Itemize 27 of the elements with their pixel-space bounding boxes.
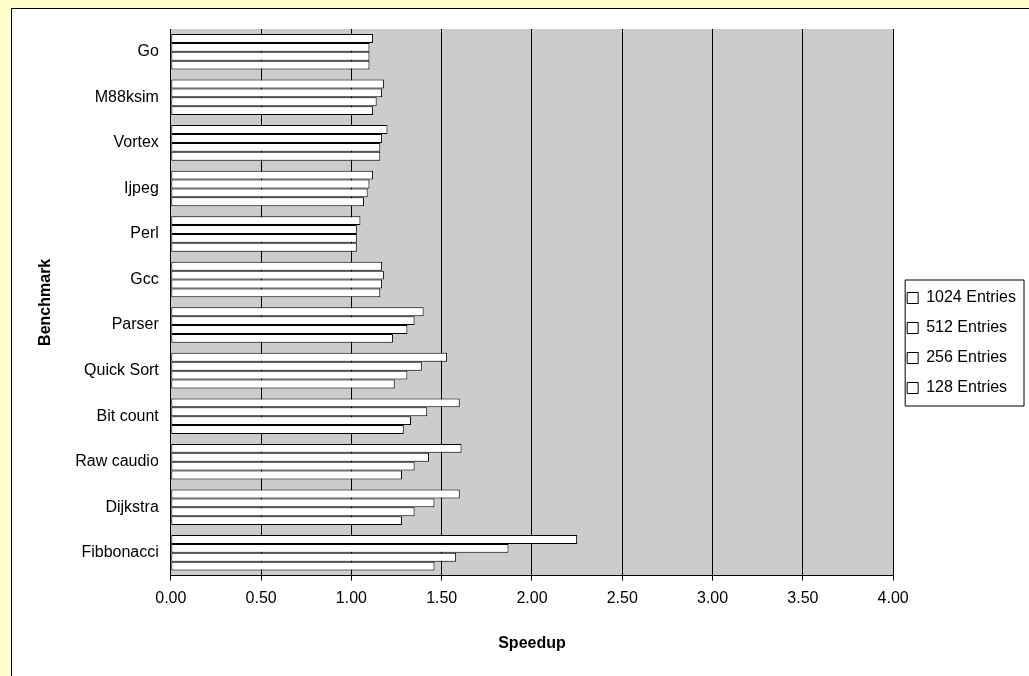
legend-label: 128 Entries — [926, 378, 1008, 396]
x-tick-label: 0.50 — [245, 588, 277, 606]
x-tick-label: 4.00 — [877, 588, 909, 606]
x-axis-title: Speedup — [498, 633, 566, 651]
legend-label: 256 Entries — [926, 348, 1008, 366]
legend-label: 512 Entries — [926, 318, 1008, 336]
y-tick-label: Raw caudio — [75, 452, 159, 470]
y-tick-label: Perl — [130, 224, 159, 242]
x-tick-label: 2.00 — [516, 588, 548, 606]
y-axis-title: Benchmark — [36, 258, 54, 346]
y-tick-label: Ijpeg — [124, 178, 159, 196]
y-tick-label: Dijkstra — [105, 497, 159, 515]
x-tick-label: 0.00 — [155, 588, 187, 606]
y-tick-label: Quick Sort — [84, 361, 160, 379]
x-tick-label: 2.50 — [606, 588, 638, 606]
y-tick-label: Go — [137, 42, 159, 60]
y-tick-label: Parser — [111, 315, 160, 333]
y-tick-label: Vortex — [113, 133, 159, 151]
legend-label: 1024 Entries — [926, 288, 1017, 306]
x-tick-label: 3.50 — [787, 588, 819, 606]
y-tick-label: Fibbonacci — [81, 543, 159, 561]
x-tick-label: 1.50 — [426, 588, 458, 606]
y-tick-label: Bit count — [96, 406, 160, 424]
y-tick-label: Gcc — [130, 269, 159, 287]
x-tick-label: 1.00 — [335, 588, 368, 606]
x-tick-label: 3.00 — [697, 588, 729, 606]
y-tick-label: M88ksim — [94, 87, 159, 105]
